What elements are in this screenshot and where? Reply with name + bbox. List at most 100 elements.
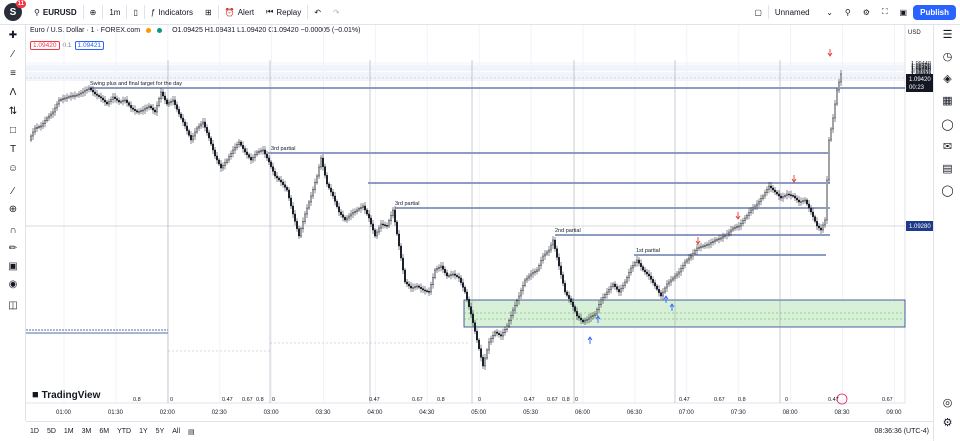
layout-icon-button[interactable]: ▢ [748, 0, 768, 25]
candle-body [566, 291, 569, 296]
candle-body [740, 223, 743, 227]
help-icon[interactable]: ◎ [942, 397, 953, 409]
settings-gear-icon[interactable]: ⚙ [942, 417, 953, 429]
range-button-all[interactable]: All [172, 428, 181, 435]
trash-icon[interactable]: ◫ [8, 300, 18, 311]
quick-search-button[interactable]: ⚲ [839, 0, 857, 25]
buy-button[interactable]: 1.09421 [74, 41, 105, 50]
candle-body [268, 157, 271, 163]
range-button-1d[interactable]: 1D [30, 428, 39, 435]
brush-tool-icon[interactable]: □ [9, 125, 17, 136]
range-button-5y[interactable]: 5Y [155, 428, 165, 435]
ruler-icon[interactable]: ∕ [12, 186, 14, 197]
ideas-icon[interactable]: ◯ [941, 119, 954, 131]
text-tool-icon[interactable]: T [9, 144, 17, 155]
pattern-tool-icon[interactable]: Λ [9, 87, 17, 98]
publish-button[interactable]: Publish [913, 4, 956, 20]
candle-body [570, 298, 573, 303]
notifications-icon[interactable]: ◯ [941, 185, 954, 197]
range-button-1y[interactable]: 1Y [139, 428, 148, 435]
candle-body [458, 276, 461, 279]
candle-body [762, 195, 765, 199]
candle-body [239, 141, 242, 146]
candle-body [806, 199, 809, 205]
range-button-1m[interactable]: 1M [63, 428, 74, 435]
fib-tool-icon[interactable]: ≡ [10, 68, 16, 79]
symbol-search[interactable]: ⚲ EURUSD [28, 0, 83, 25]
crosshair-icon[interactable]: ✚ [8, 30, 18, 41]
prediction-tool-icon[interactable]: ⇅ [8, 106, 18, 117]
candle-body [594, 313, 597, 316]
candle-body [177, 109, 180, 115]
interval-button[interactable]: 1m [103, 0, 126, 25]
clock[interactable]: 08:36:36 (UTC-4) [874, 428, 929, 435]
replay-button[interactable]: ⏮ Replay [260, 0, 307, 25]
lock-drawings-icon[interactable]: ✏ [8, 243, 18, 254]
symbol-title[interactable]: Euro / U.S. Dollar · 1 · FOREX.com [30, 27, 141, 34]
candle-body [63, 97, 66, 100]
candle-body [626, 277, 629, 283]
fullscreen-button[interactable]: ⛶ [876, 0, 894, 25]
eye-icon[interactable]: ◉ [8, 279, 18, 290]
time-tick-label: 06:00 [575, 410, 591, 416]
user-avatar[interactable]: S 11 [4, 0, 26, 21]
candle-body [231, 149, 234, 154]
candle-body [358, 208, 361, 211]
hotlist-icon[interactable]: ▦ [942, 95, 953, 107]
redo-button[interactable]: ↷ [327, 0, 346, 25]
candle-body [125, 99, 128, 103]
templates-button[interactable]: ⊞ [199, 0, 218, 25]
lock-icon[interactable]: ▣ [8, 261, 18, 272]
candle-body [193, 131, 196, 137]
zoom-in-icon[interactable]: ⊕ [8, 204, 18, 215]
candle-body [434, 269, 437, 278]
range-button-5d[interactable]: 5D [46, 428, 56, 435]
candle-body [476, 331, 479, 341]
snapshot-button[interactable]: ▣ [894, 0, 914, 25]
undo-button[interactable]: ↶ [308, 0, 327, 25]
candle-body [99, 96, 102, 99]
candle-body [664, 287, 667, 293]
candle-body [672, 277, 675, 281]
time-tick-label: 05:30 [523, 410, 539, 416]
candle-body [654, 282, 657, 287]
candle-body [694, 250, 697, 254]
candle-body [494, 331, 497, 336]
layers-icon[interactable]: ◈ [943, 73, 952, 85]
candle-body [243, 148, 246, 153]
range-button-ytd[interactable]: YTD [117, 428, 132, 435]
indicators-button[interactable]: ƒ Indicators [145, 0, 199, 25]
candle-body [498, 333, 501, 335]
candle-body [768, 185, 771, 190]
range-button-6m[interactable]: 6M [99, 428, 110, 435]
fib-marker-label: 0 [785, 397, 788, 403]
magnet-icon[interactable]: ∩ [9, 225, 17, 236]
alert-button[interactable]: ⏰ Alert [219, 0, 260, 25]
chart-type-button[interactable]: ▯ [127, 0, 143, 25]
candle-body [300, 228, 303, 237]
chat-icon[interactable]: ✉ [942, 141, 953, 153]
layout-name-label: Unnamed [774, 7, 810, 17]
candle-body [786, 193, 789, 196]
sell-button[interactable]: 1.09420 [30, 41, 60, 50]
range-button-3m[interactable]: 3M [81, 428, 92, 435]
trend-line-icon[interactable]: ∕ [12, 49, 14, 60]
date-range-icon[interactable]: ▤ [188, 428, 195, 436]
candle-body [318, 166, 321, 177]
watchlist-icon[interactable]: ☰ [942, 29, 953, 41]
candle-body [34, 127, 37, 133]
settings-button[interactable]: ⚙ [857, 0, 876, 25]
layout-name-button[interactable]: Unnamed ⌄ [769, 0, 839, 25]
candle-body [588, 317, 591, 320]
candle-body [586, 319, 589, 321]
calendar-icon[interactable]: ▤ [942, 163, 953, 175]
icon-tool-icon[interactable]: ☺ [7, 163, 19, 174]
time-tick-label: 08:00 [783, 410, 799, 416]
candle-body [640, 263, 643, 267]
candle-body [217, 159, 220, 165]
candle-body [808, 203, 811, 209]
compare-button[interactable]: ⊕ [84, 0, 103, 25]
candle-body [800, 201, 803, 203]
alerts-clock-icon[interactable]: ◷ [942, 51, 953, 63]
